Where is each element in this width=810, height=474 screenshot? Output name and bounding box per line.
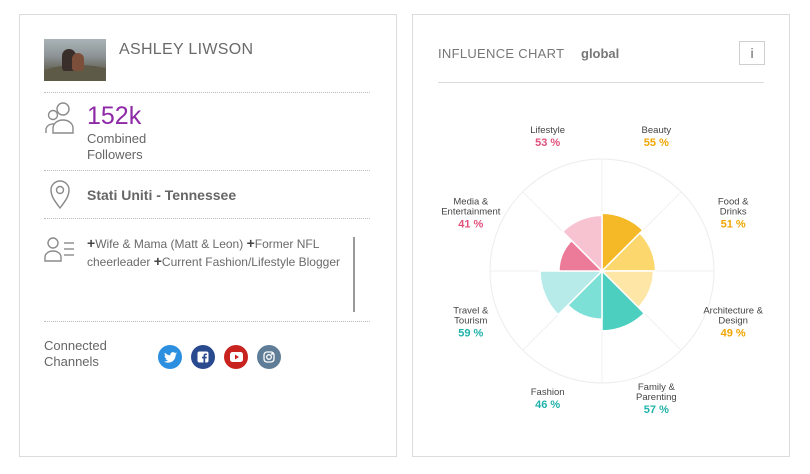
twitter-channel-button[interactable] <box>158 345 182 369</box>
twitter-icon <box>163 351 177 363</box>
bio-item: Wife & Mama (Matt & Leon) <box>95 237 244 251</box>
location-pin-icon <box>50 180 70 210</box>
bio-text: +Wife & Mama (Matt & Leon) +Former NFL c… <box>87 235 349 271</box>
chart-category-label: Tourism <box>454 315 487 326</box>
location-text: Stati Uniti - Tennessee <box>87 187 237 203</box>
youtube-icon <box>229 352 243 362</box>
chart-category-label: Media & <box>453 197 489 208</box>
bio-item: Current Fashion/Lifestyle Blogger <box>161 255 340 269</box>
chart-category-label: Lifestyle <box>530 125 565 136</box>
chart-value-label: 46 % <box>535 399 560 411</box>
chart-value-label: 57 % <box>644 404 669 416</box>
users-icon <box>45 102 74 134</box>
chart-category-label: Food & <box>718 197 749 208</box>
chart-category-label: Family & <box>638 382 676 393</box>
chart-category-label: Drinks <box>720 207 747 218</box>
facebook-channel-button[interactable] <box>191 345 215 369</box>
chart-category-label: Entertainment <box>441 207 501 218</box>
bio-item: Former NFL cheerleader <box>87 237 319 269</box>
chart-value-label: 41 % <box>458 219 483 231</box>
chart-scope[interactable]: global <box>581 46 620 61</box>
followers-label: Combined Followers <box>87 131 147 162</box>
chart-slice-travel-tourism[interactable] <box>539 270 604 316</box>
divider <box>44 218 370 219</box>
chart-slice-food-drinks[interactable] <box>600 232 657 272</box>
info-button[interactable]: i <box>739 41 765 65</box>
profile-name: ASHLEY LIWSON <box>119 41 254 58</box>
profile-details-icon <box>44 237 74 262</box>
chart-divider <box>438 82 764 83</box>
divider <box>44 321 370 322</box>
chart-value-label: 49 % <box>721 327 746 339</box>
plus-icon: + <box>153 253 162 269</box>
chart-category-label: Design <box>718 315 748 326</box>
chart-slice-family-parenting[interactable] <box>601 269 646 332</box>
chart-category-label: Architecture & <box>703 305 763 316</box>
chart-slice-beauty[interactable] <box>601 212 644 273</box>
chart-value-label: 53 % <box>535 137 560 149</box>
instagram-channel-button[interactable] <box>257 345 281 369</box>
influence-chart-card: INFLUENCE CHART global i Beauty 55 % Food … <box>412 14 790 457</box>
chart-category-label: Travel & <box>453 305 489 316</box>
divider <box>44 92 370 93</box>
chart-title: INFLUENCE CHART <box>438 46 565 61</box>
bio-scrollbar[interactable] <box>353 237 355 312</box>
plus-icon: + <box>87 235 96 251</box>
chart-category-label: Parenting <box>636 392 677 403</box>
youtube-channel-button[interactable] <box>224 345 248 369</box>
chart-category-label: Fashion <box>531 387 565 398</box>
chart-slice-lifestyle[interactable] <box>561 214 603 273</box>
chart-value-label: 55 % <box>644 137 669 149</box>
followers-count: 152k <box>87 102 142 130</box>
connected-channels-label: Connected Channels <box>44 338 107 369</box>
instagram-icon <box>263 351 275 363</box>
chart-value-label: 59 % <box>458 327 483 339</box>
facebook-icon <box>197 351 209 363</box>
chart-value-label: 51 % <box>721 219 746 231</box>
avatar[interactable] <box>44 39 106 81</box>
plus-icon: + <box>246 235 255 251</box>
divider <box>44 170 370 171</box>
chart-category-label: Beauty <box>642 125 672 136</box>
profile-card: ASHLEY LIWSON 152k Combined Followers St… <box>19 14 397 457</box>
